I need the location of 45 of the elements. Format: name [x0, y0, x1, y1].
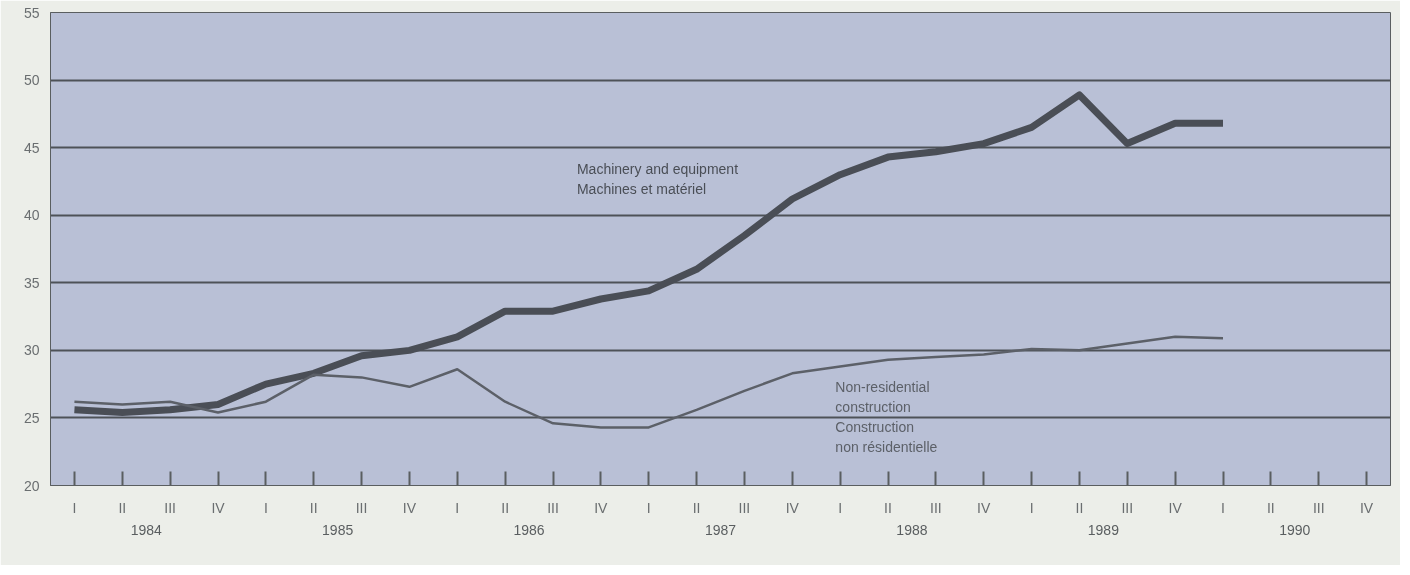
x-tick-label: I — [838, 499, 843, 516]
y-tick-label: 40 — [23, 207, 40, 224]
text: 1989 — [1087, 521, 1120, 538]
text: 1984 — [130, 521, 162, 538]
x-tick-label: II — [501, 499, 510, 516]
x-tick-label: IV — [977, 499, 991, 516]
x-tick-label: III — [1312, 499, 1325, 516]
x-tick-label: III — [1121, 499, 1134, 516]
x-tick-label: IV — [402, 499, 417, 516]
x-tick-label: II — [1266, 499, 1275, 516]
text: 1990 — [1279, 521, 1311, 538]
text: Machinery and equipment Machines et matériel — [576, 161, 739, 198]
text: 1986 — [513, 521, 545, 538]
x-tick-label: II — [692, 499, 701, 516]
x-tick-label: IV — [785, 499, 800, 516]
y-tick-label: 25 — [23, 409, 40, 426]
x-tick-label: IV — [1359, 499, 1374, 516]
x-tick-label: III — [547, 499, 559, 516]
x-tick-label: I — [646, 499, 651, 516]
x-tick-label: I — [263, 499, 268, 516]
x-tick-label: III — [738, 499, 751, 516]
x-tick-label: II — [884, 499, 892, 516]
x-tick-label: III — [930, 499, 942, 516]
x-tick-label: I — [1221, 499, 1225, 516]
y-tick-label: 50 — [23, 72, 40, 89]
y-tick-label: 30 — [23, 342, 40, 359]
x-tick-label: I — [455, 499, 460, 516]
x-tick-label: IV — [211, 499, 226, 516]
x-tick-label: II — [118, 499, 127, 516]
x-tick-label: III — [355, 499, 368, 516]
x-tick-label: III — [164, 499, 176, 516]
series-label: Non-residential construction Construction non résidentielle — [835, 379, 938, 456]
y-tick-label: 20 — [23, 477, 40, 494]
text: 1987 — [704, 521, 737, 538]
y-tick-label: 35 — [23, 274, 40, 291]
y-tick-label: 55 — [23, 4, 40, 21]
x-tick-label: II — [309, 499, 318, 516]
x-tick-label: I — [72, 499, 77, 516]
x-tick-label: IV — [1168, 499, 1183, 516]
x-tick-label: I — [1029, 499, 1034, 516]
x-tick-label: II — [1075, 499, 1084, 516]
y-tick-label: 45 — [23, 139, 40, 156]
x-tick-label: IV — [594, 499, 609, 516]
text: 1988 — [896, 521, 928, 538]
text: 1985 — [322, 521, 354, 538]
